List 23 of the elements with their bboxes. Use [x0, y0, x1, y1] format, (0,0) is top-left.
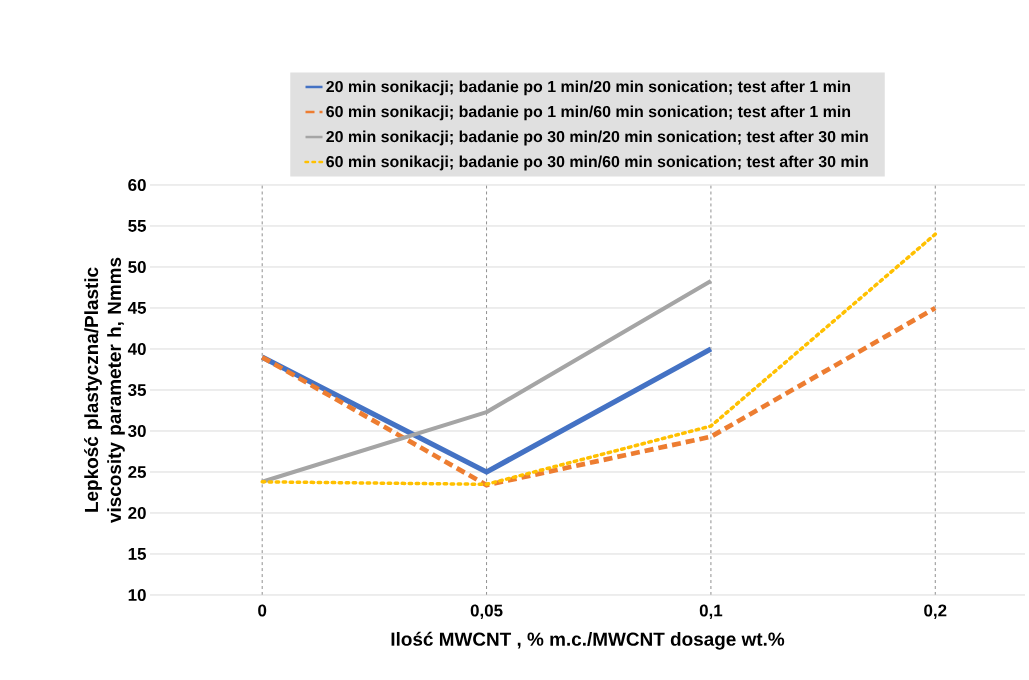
- y-tick-label: 20: [128, 506, 146, 519]
- line-series: [259, 305, 938, 488]
- x-axis-title: Ilość MWCNT , % m.c./MWCNT dosage wt.%: [391, 631, 785, 650]
- y-tick-label: 15: [128, 548, 147, 560]
- legend-label: 60 min sonikacji; badanie po 30 min/60 min sonication; test after 30 min: [326, 155, 868, 171]
- y-tick-label: 10: [128, 588, 146, 601]
- line-series: [260, 232, 938, 487]
- y-tick-label: 35: [128, 383, 147, 396]
- y-tick-label: 55: [128, 220, 147, 232]
- y-tick-label: 50: [128, 260, 146, 273]
- y-axis-title: Lepkość plastyczna/Plastic viscosity parameter h, Nmms: [84, 257, 125, 523]
- x-tick-label: 0: [258, 604, 267, 617]
- x-tick-label: 0,2: [924, 604, 947, 619]
- legend-label: 20 min sonikacji; badanie po 1 min/20 min sonication; test after 1 min: [326, 80, 851, 96]
- y-tick-label: 40: [127, 342, 146, 355]
- y-tick-label: 45: [127, 302, 147, 314]
- x-tick-label: 0,1: [699, 604, 723, 619]
- y-tick-label: 30: [128, 424, 146, 437]
- legend-label: 20 min sonikacji; badanie po 30 min/20 min sonication; test after 30 min: [326, 130, 868, 146]
- y-tick-label: 60: [128, 178, 146, 191]
- y-tick-label: 25: [128, 465, 147, 478]
- x-tick-label: 0,05: [470, 604, 503, 619]
- legend-label: 60 min sonikacji; badanie po 1 min/60 min sonication; test after 1 min: [326, 105, 851, 121]
